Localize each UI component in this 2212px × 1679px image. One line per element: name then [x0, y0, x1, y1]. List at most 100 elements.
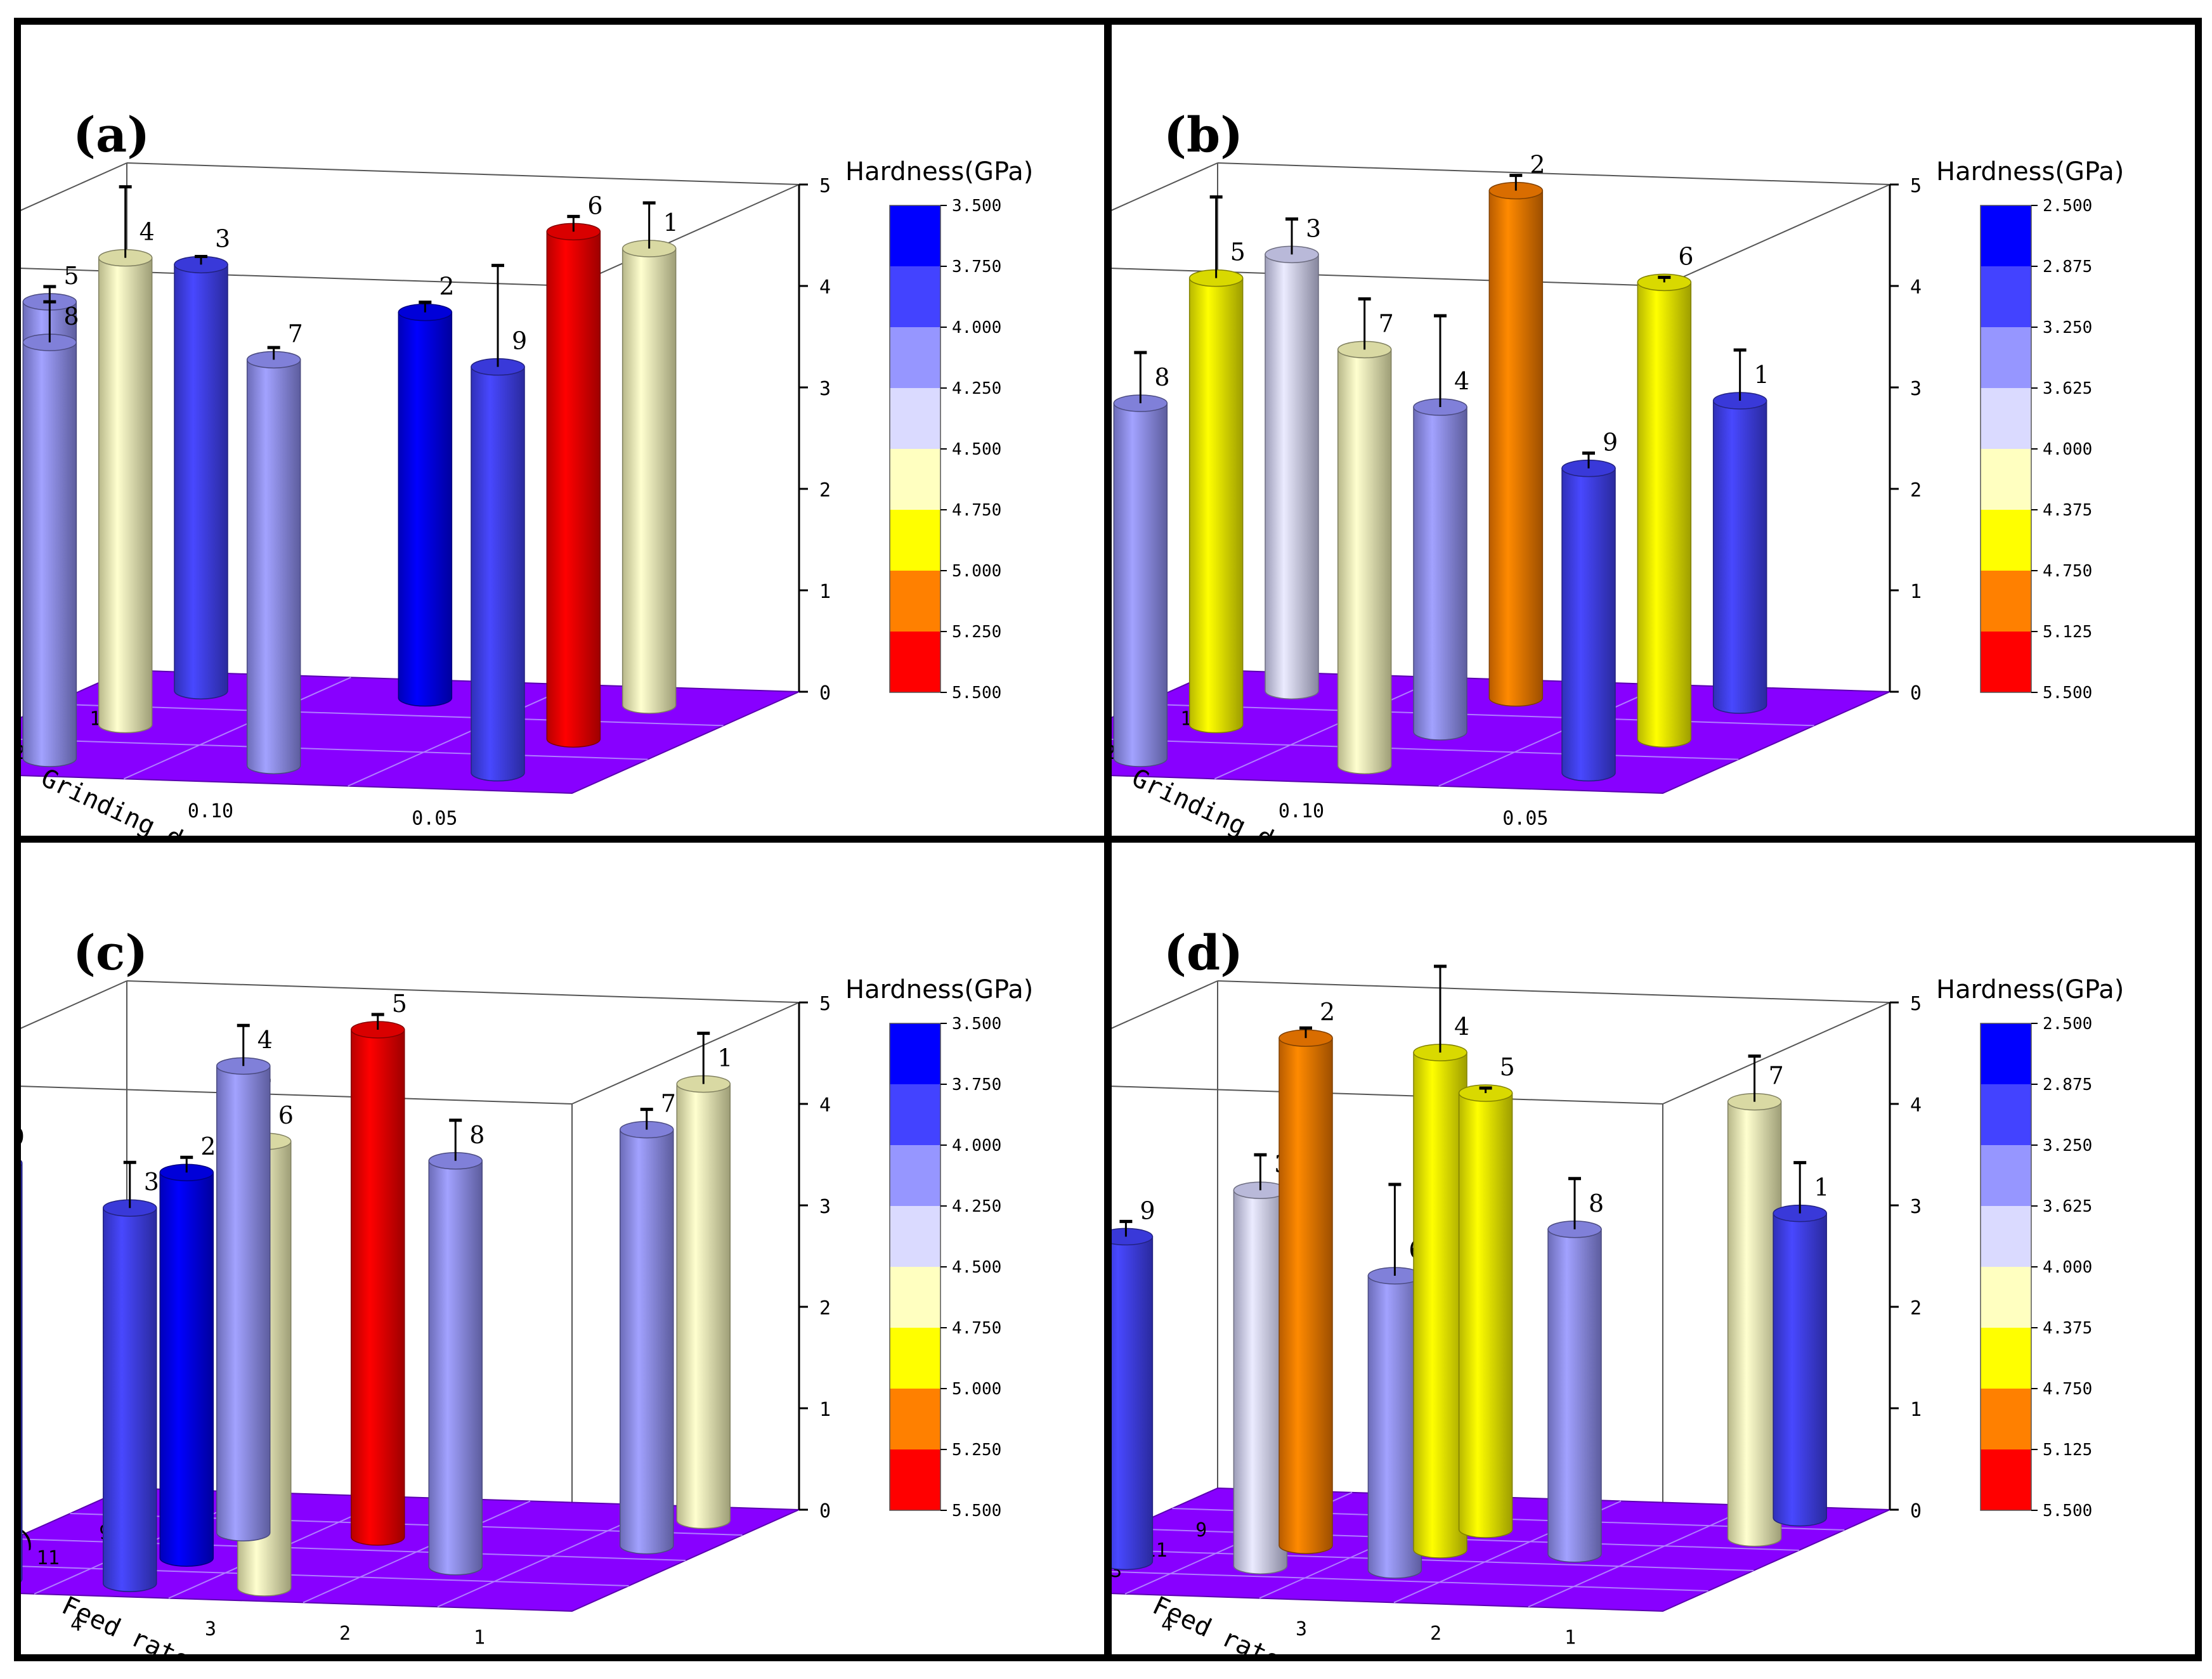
bar-7: 7	[1337, 297, 1394, 775]
bar-label: 4	[1454, 1013, 1469, 1040]
bar-9: 9	[21, 1123, 25, 1583]
floor-grid-line	[1438, 684, 1667, 787]
bar-body	[21, 1162, 23, 1583]
z-tick-label: 0	[1910, 682, 1922, 704]
bar-label: 5	[1230, 238, 1246, 266]
bar-label: 5	[392, 990, 407, 1018]
colorbar-tick-label: 3.625	[2043, 1197, 2092, 1216]
colorbar-segment	[890, 1084, 940, 1146]
colorbar-tick-label: 3.500	[952, 197, 1001, 216]
z-tick-label: 2	[1910, 479, 1922, 502]
panel-label: (d)	[1164, 924, 1243, 981]
y-tick-label: 1	[1180, 708, 1192, 730]
bar-body	[1488, 190, 1544, 707]
axis-box-edge	[571, 184, 800, 287]
axis-box-edge	[21, 268, 573, 287]
colorbar-tick-label: 2.500	[2043, 1015, 2092, 1034]
colorbar-tick-label: 2.875	[2043, 1075, 2092, 1094]
axis-box-edge	[1217, 162, 1890, 185]
bar-body	[98, 257, 153, 734]
colorbar-segment	[1981, 449, 2031, 510]
z-axis: 0 1 2 3 4 5	[1889, 175, 1922, 704]
bar-label: 9	[21, 1123, 25, 1151]
axis-box-edge	[1112, 162, 1218, 211]
z-tick-label: 4	[819, 276, 831, 299]
bar-body	[216, 1065, 271, 1541]
z-tick-label: 4	[819, 1094, 831, 1117]
axis-box-edge	[1112, 268, 1663, 287]
bar-body	[621, 248, 677, 714]
colorbar-title: Hardness(GPa)	[1936, 157, 2124, 186]
colorbar-tick-label: 5.000	[952, 1380, 1001, 1399]
bar-3: 3	[1265, 214, 1321, 700]
bar-8: 8	[22, 300, 79, 767]
colorbar-tick-label: 5.500	[952, 684, 1001, 703]
bar-2: 2	[159, 1132, 216, 1567]
axis-box-edge	[1662, 1002, 1890, 1105]
bar3d-chart: 012345543211513119Feed rate(mm/s)Linear …	[21, 924, 1033, 1654]
colorbar-tick-label: 5.500	[952, 1501, 1001, 1520]
bar-5: 5	[1188, 195, 1246, 734]
colorbar-tick-label: 2.500	[2043, 197, 2092, 216]
colorbar-tick-label: 5.500	[2043, 1501, 2092, 1520]
bar-top	[21, 1160, 23, 1167]
z-tick-label: 5	[1910, 175, 1922, 197]
colorbar-segment	[890, 327, 940, 389]
bar-body	[1367, 1275, 1422, 1579]
bar-3: 3	[103, 1160, 159, 1592]
colorbar-segment	[890, 632, 940, 693]
bar-6: 6	[1637, 242, 1694, 748]
x-tick-label: 4	[70, 1614, 82, 1636]
bars: 932645871	[1112, 964, 1829, 1579]
bar-label: 5	[63, 262, 79, 290]
bar-label: 5	[1500, 1053, 1515, 1081]
axis-box-edge	[1112, 980, 1218, 1029]
bar-label: 4	[140, 218, 155, 246]
colorbar-tick-label: 4.250	[952, 379, 1001, 398]
bar-4: 4	[216, 1023, 273, 1541]
bar-body	[546, 231, 601, 748]
x-tick-label: 1	[474, 1627, 485, 1649]
bar-1: 1	[676, 1032, 732, 1529]
axis-box-edge	[21, 1086, 573, 1105]
x-tick-label: 0.05	[412, 807, 457, 829]
bar-3: 3	[174, 224, 230, 700]
colorbar-tick-label: 4.375	[2043, 1319, 2092, 1338]
colorbar-tick-label: 3.625	[2043, 379, 2092, 398]
bar-label: 2	[1530, 151, 1545, 179]
colorbar-tick-label: 4.500	[952, 1258, 1001, 1277]
bar-top	[1112, 1228, 1154, 1246]
colorbar-segment	[1981, 388, 2031, 450]
x-tick-label: 1	[1565, 1627, 1576, 1649]
bar-9: 9	[471, 264, 527, 782]
bars: 5 8 4 7 3 9 2 6 1	[22, 185, 679, 782]
bar-label: 8	[1154, 363, 1169, 391]
bar-2: 2	[1488, 151, 1545, 707]
bar-body	[1458, 1092, 1513, 1538]
colorbar-segment	[1981, 571, 2031, 632]
bar-body	[676, 1083, 731, 1529]
bar-body	[351, 1029, 405, 1546]
bar-label: 7	[661, 1090, 676, 1118]
axis-box-edge	[21, 162, 127, 211]
z-tick-label: 2	[819, 479, 831, 502]
bar-label: 3	[144, 1168, 159, 1196]
axis-box-edge	[1662, 184, 1890, 287]
colorbar-tick-label: 4.750	[2043, 562, 2092, 581]
floor-grid	[21, 677, 724, 787]
x-tick-label: 3	[205, 1618, 216, 1640]
colorbar-tick-label: 3.750	[952, 257, 1001, 276]
colorbar-tick-label: 5.500	[2043, 684, 2092, 703]
colorbar-segment	[1981, 327, 2031, 389]
bar-body	[1712, 400, 1767, 714]
colorbar-segment	[890, 388, 940, 450]
bar-body	[1413, 406, 1467, 741]
floor-grid-line	[1112, 1571, 1708, 1591]
x-tick-label: 2	[339, 1623, 351, 1645]
z-tick-label: 1	[819, 581, 831, 603]
bar-body	[428, 1160, 483, 1576]
bar-body	[471, 366, 525, 782]
bar-body	[398, 311, 453, 707]
bar3d-chart: 01234554321171513119Feed rate(mm/s)Linea…	[1112, 924, 2124, 1654]
